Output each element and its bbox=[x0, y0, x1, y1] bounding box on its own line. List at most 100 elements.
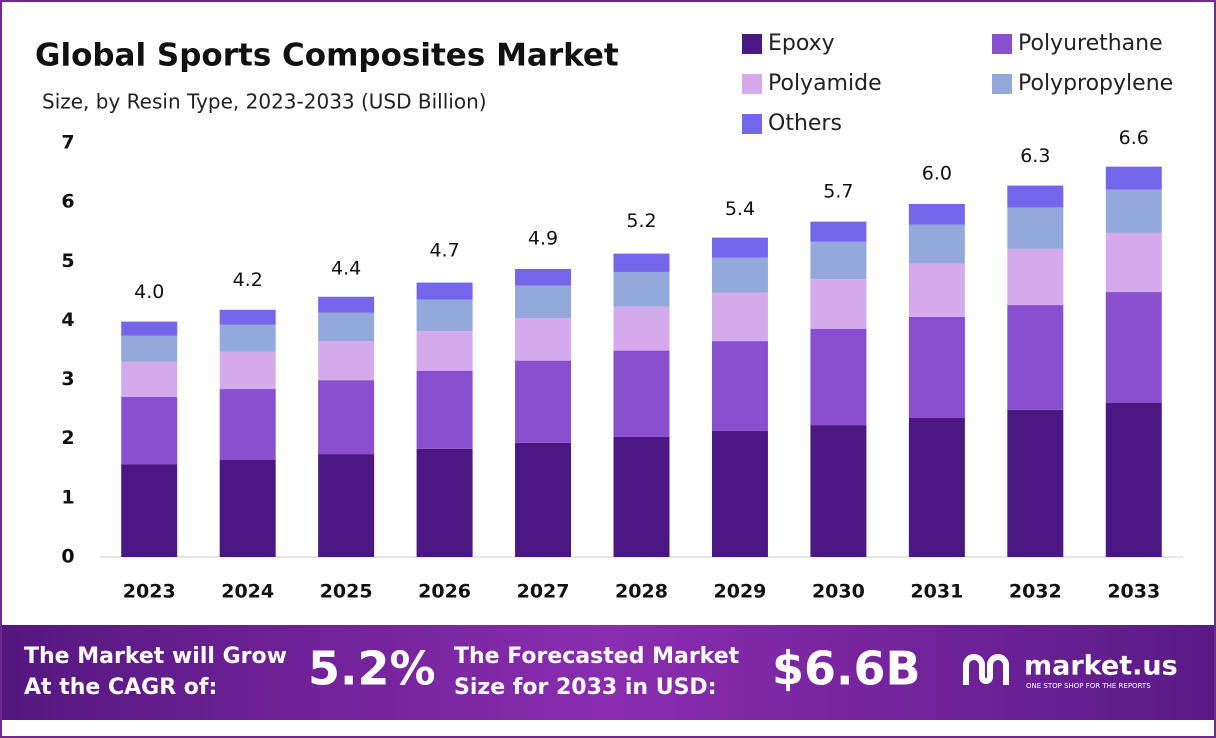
total-label: 4.0 bbox=[134, 281, 164, 303]
bar-segment bbox=[810, 221, 867, 242]
plot: 0 1 2 3 4 5 6 7 4.0 2023 4.2 2024 4.4 2025 4.7 2026 4.9 2… bbox=[61, 31, 1183, 603]
x-tick-label: 2031 bbox=[910, 581, 963, 603]
y-tick-label: 3 bbox=[61, 368, 74, 390]
bar-segment bbox=[416, 331, 473, 371]
bar-segment bbox=[318, 296, 375, 313]
legend-label: Polyamide bbox=[768, 71, 882, 96]
bar-segment bbox=[908, 203, 965, 225]
bar-segment bbox=[1007, 409, 1064, 557]
bar-segment bbox=[1105, 232, 1162, 293]
bar-segment bbox=[416, 299, 473, 332]
chart-subtitle: Size, by Resin Type, 2023-2033 (USD Bill… bbox=[42, 90, 487, 114]
bar-segment bbox=[1007, 248, 1064, 306]
total-label: 5.4 bbox=[725, 198, 755, 220]
bar-segment bbox=[219, 351, 276, 390]
bar-segment bbox=[121, 335, 178, 362]
x-tick-label: 2026 bbox=[418, 581, 471, 603]
bar-segment bbox=[613, 350, 670, 437]
total-label: 5.7 bbox=[823, 180, 853, 202]
x-tick-label: 2024 bbox=[221, 581, 274, 603]
bar-segment bbox=[219, 460, 276, 557]
y-tick-label: 4 bbox=[61, 309, 74, 331]
brand: market.us bbox=[1024, 651, 1178, 682]
bar-segment bbox=[908, 263, 965, 317]
bar-segment bbox=[1105, 402, 1162, 557]
bar-segment bbox=[515, 285, 572, 319]
bar-segment bbox=[1105, 292, 1162, 403]
bar-segment bbox=[810, 425, 867, 557]
total-label: 4.2 bbox=[233, 269, 263, 291]
footer-text: The Market will Grow bbox=[24, 644, 287, 669]
bar-segment bbox=[121, 361, 178, 397]
bar-segment bbox=[1105, 189, 1162, 233]
legend-swatch bbox=[992, 34, 1012, 54]
bar-segment bbox=[121, 321, 178, 336]
y-tick-label: 6 bbox=[61, 191, 74, 213]
bar-segment bbox=[515, 442, 572, 557]
total-label: 6.0 bbox=[922, 163, 952, 185]
bar-segment bbox=[908, 418, 965, 557]
x-tick-label: 2023 bbox=[123, 581, 176, 603]
bar-segment bbox=[613, 253, 670, 272]
footer-value: $6.6B bbox=[772, 642, 921, 696]
total-label: 4.9 bbox=[528, 228, 558, 250]
bar-segment bbox=[219, 389, 276, 461]
y-tick-label: 1 bbox=[61, 486, 74, 508]
bar-segment bbox=[318, 341, 375, 381]
bar-segment bbox=[711, 292, 768, 342]
tagline: ONE STOP SHOP FOR THE REPORTS bbox=[1026, 682, 1151, 690]
bar-segment bbox=[1105, 166, 1162, 190]
footer-text: The Forecasted Market bbox=[454, 644, 740, 669]
x-tick-label: 2028 bbox=[615, 581, 668, 603]
legend-label: Others bbox=[768, 111, 842, 136]
total-label: 4.4 bbox=[331, 257, 361, 279]
bar-segment bbox=[416, 370, 473, 449]
bar-segment bbox=[1007, 207, 1064, 249]
x-tick-label: 2033 bbox=[1107, 581, 1160, 603]
x-tick-label: 2030 bbox=[812, 581, 865, 603]
footer-text: Size for 2033 in USD: bbox=[454, 675, 717, 700]
bar-segment bbox=[318, 454, 375, 557]
x-tick-label: 2025 bbox=[320, 581, 373, 603]
x-tick-label: 2029 bbox=[714, 581, 767, 603]
bar-segment bbox=[416, 448, 473, 557]
x-tick-label: 2032 bbox=[1009, 581, 1062, 603]
y-tick-label: 2 bbox=[61, 427, 74, 449]
footer-value: 5.2% bbox=[308, 642, 436, 696]
bar-segment bbox=[1007, 305, 1064, 410]
legend-label: Polypropylene bbox=[1018, 71, 1173, 96]
legend-swatch bbox=[742, 34, 762, 54]
legend-label: Epoxy bbox=[768, 31, 835, 56]
bar-segment bbox=[219, 324, 276, 352]
bar-segment bbox=[810, 328, 867, 426]
footer-band bbox=[2, 625, 1214, 720]
bar-segment bbox=[613, 436, 670, 557]
y-tick-label: 0 bbox=[61, 546, 74, 568]
bar-segment bbox=[515, 318, 572, 361]
y-tick-label: 5 bbox=[61, 250, 74, 272]
legend-swatch bbox=[742, 114, 762, 134]
bar-segment bbox=[613, 306, 670, 351]
bar-segment bbox=[810, 279, 867, 329]
bar-segment bbox=[908, 224, 965, 264]
bar-segment bbox=[416, 282, 473, 300]
y-tick-label: 7 bbox=[61, 132, 74, 154]
bar-segment bbox=[515, 360, 572, 443]
bar-segment bbox=[1007, 185, 1064, 208]
bar-segment bbox=[711, 237, 768, 258]
bar-segment bbox=[318, 312, 375, 342]
x-tick-label: 2027 bbox=[517, 581, 570, 603]
legend-swatch bbox=[992, 74, 1012, 94]
bar-segment bbox=[810, 241, 867, 280]
bar-segment bbox=[711, 257, 768, 293]
bar-segment bbox=[711, 431, 768, 557]
footer-text: At the CAGR of: bbox=[24, 675, 217, 700]
total-label: 6.6 bbox=[1119, 127, 1149, 149]
bar-segment bbox=[121, 464, 178, 557]
legend-swatch bbox=[742, 74, 762, 94]
footer: The Market will Grow At the CAGR of: 5.2… bbox=[2, 625, 1214, 720]
logo bbox=[963, 654, 1009, 685]
bar-segment bbox=[219, 309, 276, 325]
total-label: 6.3 bbox=[1020, 145, 1050, 167]
